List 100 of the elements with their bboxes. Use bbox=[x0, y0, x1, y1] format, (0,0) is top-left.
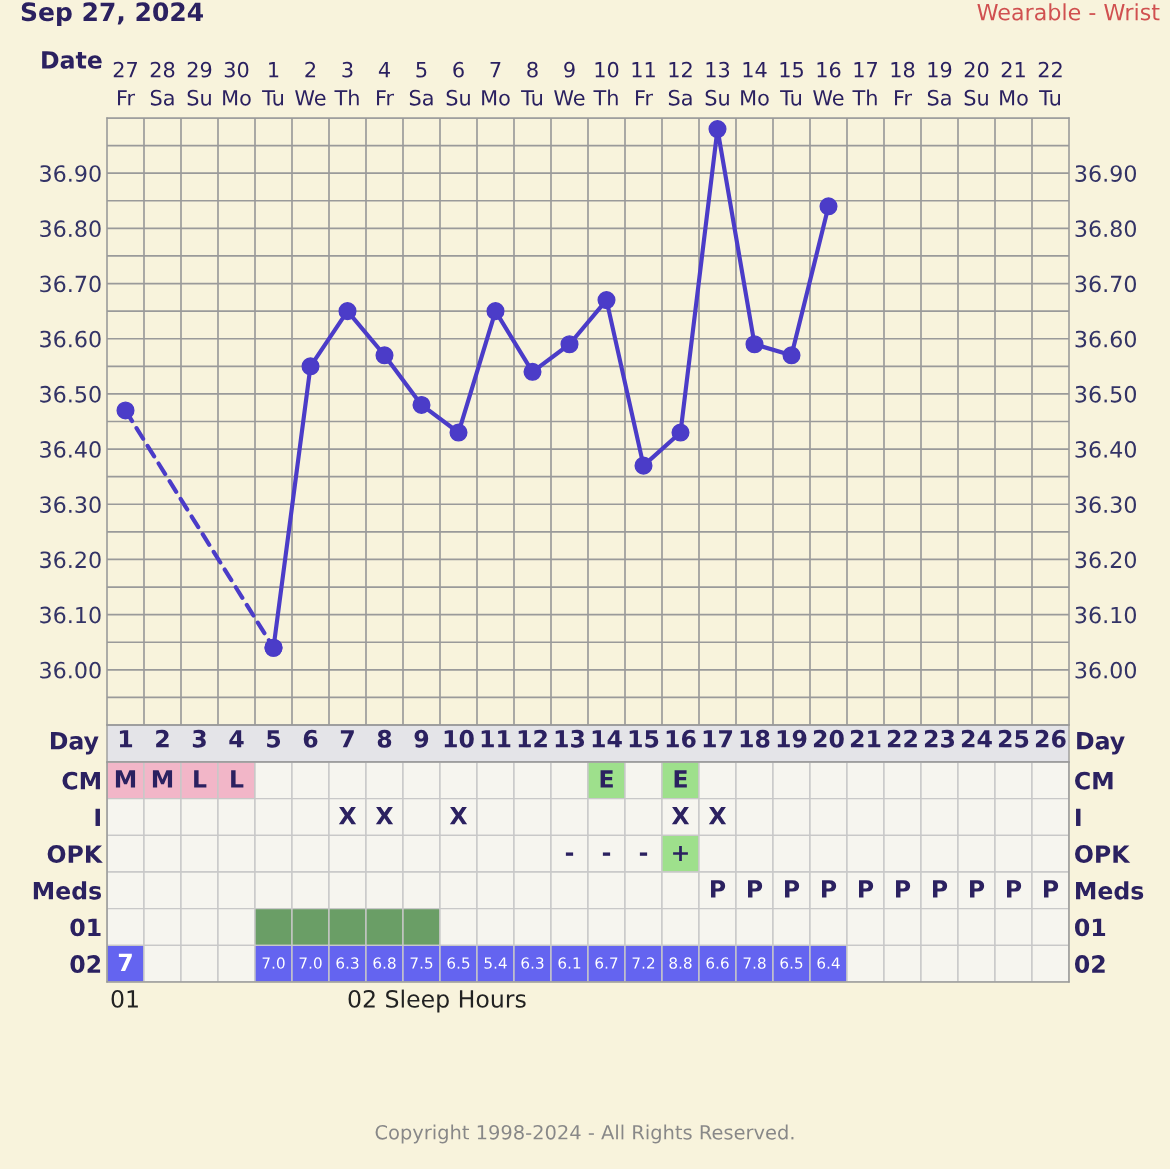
x-tick-label: 13 Su bbox=[705, 61, 730, 106]
x-tick-label: 19 Sa bbox=[927, 61, 952, 106]
x-tick-label: 23 bbox=[924, 729, 955, 748]
x-tick-label: 1 Tu bbox=[262, 62, 283, 106]
chart-title: Sep 27, 2024 bbox=[21, 2, 203, 27]
text: + bbox=[673, 846, 688, 861]
x-tick-label: 2 We bbox=[295, 61, 326, 106]
x-tick-label: 4 Fr bbox=[377, 62, 395, 106]
text: X bbox=[449, 807, 468, 825]
text: X bbox=[338, 807, 357, 825]
x-tick-label: 22 Tu bbox=[1038, 61, 1062, 106]
text: X bbox=[671, 807, 690, 825]
text: P bbox=[1007, 880, 1022, 898]
x-tick-label: 9 We bbox=[554, 61, 585, 106]
text: 7.8 bbox=[743, 957, 766, 969]
x-tick-label: 17 bbox=[703, 730, 733, 748]
x-axis-title: Date bbox=[42, 51, 102, 69]
text: P bbox=[859, 880, 874, 898]
text: 6.3 bbox=[336, 957, 359, 969]
x-tick-label: 10 bbox=[444, 729, 474, 748]
point bbox=[116, 401, 135, 420]
x-tick-label: 15 Tu bbox=[780, 62, 803, 106]
text: 6.4 bbox=[817, 957, 840, 969]
x-tick-label: 21 bbox=[850, 729, 881, 748]
point bbox=[745, 335, 764, 354]
text: 7.0 bbox=[262, 957, 285, 969]
x-tick-label: 24 bbox=[961, 729, 992, 748]
y2-tick-label: 36.60 bbox=[1075, 330, 1136, 348]
x-tick-label: 11 bbox=[481, 730, 511, 748]
x-tick-label: 20 Su bbox=[964, 61, 989, 106]
x-tick-label: 22 bbox=[887, 729, 917, 748]
text: Day bbox=[50, 732, 99, 755]
text: 5.4 bbox=[484, 957, 507, 969]
text: 01 bbox=[111, 989, 138, 1008]
x-tick-label: 21 Mo bbox=[1000, 61, 1028, 106]
point bbox=[671, 423, 690, 442]
x-tick-label: 20 bbox=[813, 729, 844, 748]
point bbox=[486, 302, 505, 321]
x-tick-label: 6 bbox=[303, 729, 318, 748]
x-tick-label: 19 bbox=[777, 729, 807, 748]
x-tick-label: 13 bbox=[555, 729, 585, 748]
y-tick-label: 36.20 bbox=[40, 551, 101, 569]
x-tick-label: 28 Sa bbox=[150, 61, 175, 106]
y2-tick-label: 36.30 bbox=[1075, 496, 1136, 514]
text: 6.8 bbox=[373, 957, 396, 969]
x-tick-label: 7 Mo bbox=[482, 62, 510, 106]
x-tick-label: 2 bbox=[156, 729, 169, 748]
x-tick-label: 15 bbox=[629, 730, 659, 748]
text: 7.5 bbox=[410, 957, 433, 969]
x-tick-label: 8 Tu bbox=[521, 61, 542, 106]
x-axis-title: Day bbox=[1077, 732, 1125, 755]
x-tick-label: 18 bbox=[740, 729, 770, 748]
text: L bbox=[194, 770, 207, 788]
text: P bbox=[748, 880, 763, 898]
y-tick-label: 36.70 bbox=[40, 275, 101, 293]
x-tick-label: 12 Sa bbox=[668, 61, 692, 106]
x-tick-label: 5 bbox=[267, 730, 281, 748]
point bbox=[597, 291, 616, 310]
text: 8.8 bbox=[669, 957, 692, 969]
x-tick-label: 4 bbox=[229, 730, 244, 748]
x-tick-label: 25 bbox=[998, 729, 1029, 748]
x-tick-label: 16 We bbox=[813, 61, 844, 106]
text: E bbox=[674, 770, 687, 788]
text: P bbox=[822, 880, 837, 898]
y-tick-label: 36.60 bbox=[40, 330, 101, 348]
x-tick-label: 8 bbox=[377, 729, 392, 748]
text: X bbox=[375, 807, 394, 825]
y-tick-label: 36.10 bbox=[40, 606, 101, 624]
y2-tick-label: 36.70 bbox=[1075, 275, 1136, 293]
text: 7 bbox=[118, 953, 132, 971]
text: P bbox=[1044, 880, 1059, 898]
text: X bbox=[708, 807, 727, 825]
text: 6.1 bbox=[558, 957, 581, 969]
x-tick-label: 3 bbox=[192, 729, 206, 748]
y2-tick-label: Meds bbox=[1076, 881, 1144, 900]
x-tick-label: 6 Su bbox=[446, 61, 470, 106]
point bbox=[264, 638, 283, 657]
y2-tick-label: 36.90 bbox=[1075, 165, 1136, 182]
y-tick-label: I bbox=[95, 808, 100, 826]
y-tick-label: CM bbox=[62, 771, 100, 790]
y-tick-label: 01 bbox=[70, 918, 101, 937]
x-tick-label: 29 Su bbox=[187, 61, 212, 106]
text: P bbox=[785, 880, 800, 898]
x-tick-label: 10 Th bbox=[593, 61, 619, 106]
text: 7.2 bbox=[632, 957, 655, 969]
y2-tick-label: 36.80 bbox=[1075, 220, 1136, 238]
text: 6.3 bbox=[521, 957, 544, 969]
x-tick-label: 26 bbox=[1035, 729, 1066, 748]
text: 7.0 bbox=[299, 957, 322, 969]
text: 6.5 bbox=[447, 957, 470, 969]
point bbox=[708, 120, 727, 139]
y2-tick-label: 36.20 bbox=[1075, 551, 1136, 569]
point bbox=[560, 335, 579, 354]
y2-tick-label: 36.00 bbox=[1075, 661, 1136, 679]
x-tick-label: 11 Fr bbox=[632, 62, 655, 106]
x-tick-label: 27 Fr bbox=[113, 61, 137, 106]
text: P bbox=[711, 880, 726, 898]
y-tick-label: 36.30 bbox=[40, 496, 101, 514]
y2-tick-label: 36.40 bbox=[1075, 441, 1136, 458]
y-tick-label: 36.00 bbox=[40, 661, 101, 679]
